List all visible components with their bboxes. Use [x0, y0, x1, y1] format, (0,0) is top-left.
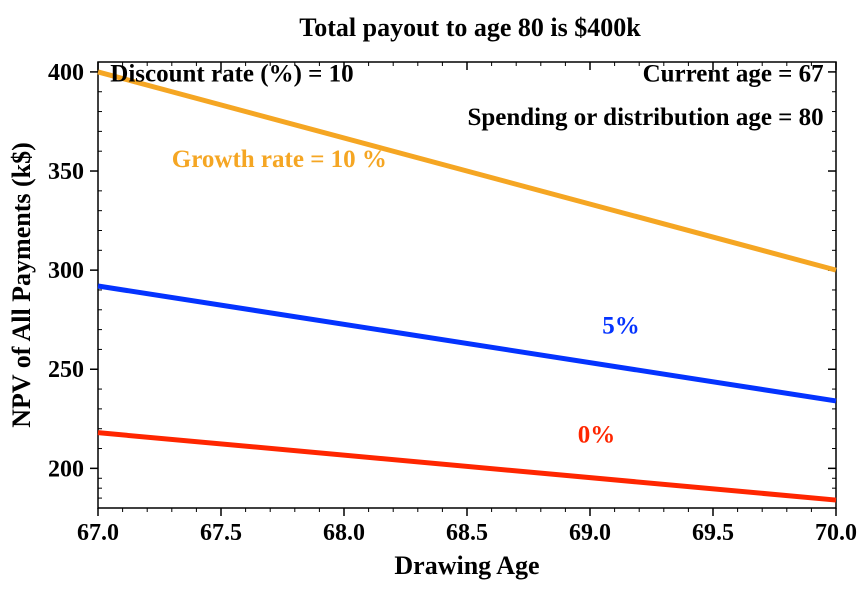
x-tick-label: 67.0 [77, 520, 119, 546]
chart-title: Total payout to age 80 is $400k [299, 13, 641, 42]
series-label-growth-10: Growth rate = 10 % [172, 146, 387, 173]
y-tick-label: 350 [48, 159, 84, 185]
annotation-current-age: Current age = 67 [643, 61, 824, 88]
x-tick-label: 67.5 [200, 520, 242, 546]
x-tick-label: 69.5 [692, 520, 734, 546]
series-label-growth-0: 0% [578, 422, 616, 449]
x-axis-label: Drawing Age [394, 551, 539, 580]
y-tick-label: 250 [48, 357, 84, 383]
annotation-spending-age: Spending or distribution age = 80 [467, 104, 823, 131]
line-chart: 67.0 67.5 68.0 68.5 69.0 69.5 70.0 200 250 300 350… [0, 0, 861, 589]
y-tick-label: 200 [48, 456, 84, 482]
y-axis-label: NPV of All Payments (k$) [7, 142, 36, 428]
x-tick-label: 68.0 [323, 520, 365, 546]
series-label-growth-5: 5% [602, 313, 640, 340]
x-tick-label: 69.0 [569, 520, 611, 546]
y-tick-label: 300 [48, 258, 84, 284]
y-tick-label: 400 [48, 60, 84, 86]
x-tick-label: 68.5 [446, 520, 488, 546]
x-tick-label: 70.0 [815, 520, 857, 546]
chart-container: 67.0 67.5 68.0 68.5 69.0 69.5 70.0 200 250 300 350… [0, 0, 861, 589]
annotation-discount-rate: Discount rate (%) = 10 [110, 61, 353, 88]
